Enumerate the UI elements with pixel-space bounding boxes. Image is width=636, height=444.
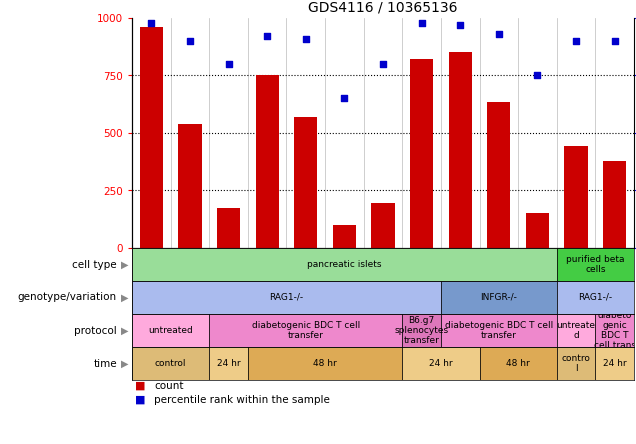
Point (339, 95, 349, 102)
Text: genotype/variation: genotype/variation (18, 293, 117, 302)
Point (378, 60, 388, 67)
Bar (256, 75, 279, 248)
Bar (410, 59, 433, 248)
Text: RAG1-/-: RAG1-/- (578, 293, 612, 302)
Bar (595, 314, 634, 347)
Bar (333, 225, 356, 248)
Text: diabetogenic BDC T cell
transfer: diabetogenic BDC T cell transfer (445, 321, 553, 340)
Bar (403, 347, 480, 380)
Text: time: time (93, 358, 117, 369)
Bar (132, 281, 441, 314)
Text: control: control (155, 359, 186, 368)
Text: INFGR-/-: INFGR-/- (480, 293, 517, 302)
Point (185, 37, 195, 44)
Bar (132, 314, 209, 347)
Text: untreated: untreated (148, 326, 193, 335)
Bar (132, 347, 209, 380)
Text: ■: ■ (135, 381, 146, 391)
Bar (209, 347, 248, 380)
Bar (480, 347, 556, 380)
Point (532, 72, 543, 79)
Text: ▶: ▶ (121, 325, 128, 336)
Text: ▶: ▶ (121, 358, 128, 369)
Bar (448, 52, 472, 248)
Text: protocol: protocol (74, 325, 117, 336)
Point (571, 37, 581, 44)
Text: untreate
d: untreate d (556, 321, 595, 340)
Text: contro
l: contro l (562, 354, 590, 373)
Bar (526, 214, 549, 248)
Point (146, 19, 156, 26)
Bar (132, 248, 556, 281)
Bar (217, 208, 240, 248)
Bar (556, 281, 634, 314)
Text: diabeto
genic
BDC T
cell trans: diabeto genic BDC T cell trans (593, 311, 636, 349)
Text: 48 hr: 48 hr (506, 359, 530, 368)
Bar (556, 248, 634, 281)
Bar (178, 124, 202, 248)
Bar (403, 314, 441, 347)
Bar (441, 314, 556, 347)
Text: purified beta
cells: purified beta cells (566, 255, 625, 274)
Bar (209, 314, 403, 347)
Title: GDS4116 / 10365136: GDS4116 / 10365136 (308, 0, 458, 14)
Point (301, 35, 311, 42)
Text: ▶: ▶ (121, 293, 128, 302)
Bar (371, 203, 394, 248)
Text: 24 hr: 24 hr (217, 359, 240, 368)
Text: count: count (155, 381, 184, 391)
Point (494, 31, 504, 38)
Bar (595, 347, 634, 380)
Text: diabetogenic BDC T cell
transfer: diabetogenic BDC T cell transfer (252, 321, 360, 340)
Text: pancreatic islets: pancreatic islets (307, 260, 382, 269)
Text: 24 hr: 24 hr (603, 359, 626, 368)
Text: 24 hr: 24 hr (429, 359, 453, 368)
Bar (294, 117, 317, 248)
Text: percentile rank within the sample: percentile rank within the sample (155, 395, 330, 405)
Bar (603, 161, 626, 248)
Point (223, 60, 233, 67)
Point (262, 33, 272, 40)
Point (417, 19, 427, 26)
Bar (487, 102, 511, 248)
Text: ▶: ▶ (121, 259, 128, 270)
Bar (140, 27, 163, 248)
Bar (565, 146, 588, 248)
Bar (441, 281, 556, 314)
Point (609, 37, 619, 44)
Bar (556, 314, 595, 347)
Text: 48 hr: 48 hr (313, 359, 337, 368)
Text: ■: ■ (135, 395, 146, 405)
Bar (248, 347, 403, 380)
Text: B6.g7
splenocytes
transfer: B6.g7 splenocytes transfer (394, 316, 448, 345)
Text: RAG1-/-: RAG1-/- (270, 293, 303, 302)
Point (455, 21, 466, 28)
Bar (556, 347, 595, 380)
Text: cell type: cell type (73, 259, 117, 270)
